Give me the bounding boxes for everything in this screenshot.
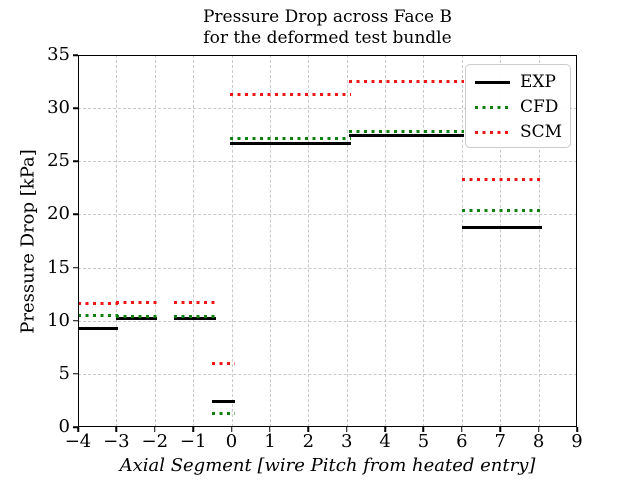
y-axis-tick	[73, 373, 78, 375]
x-tick-label: 2	[302, 431, 315, 452]
cfd-segment-line	[229, 137, 351, 141]
y-tick-label: 30	[47, 97, 70, 119]
x-axis-tick	[422, 427, 425, 432]
vertical-gridline	[423, 55, 425, 427]
x-tick-label: −3	[103, 431, 130, 452]
x-tick-label: −2	[141, 431, 169, 452]
horizontal-gridline	[78, 267, 577, 269]
vertical-gridline	[538, 55, 540, 427]
x-axis-tick	[499, 427, 501, 432]
x-tick-label: 3	[340, 431, 353, 452]
vertical-gridline	[385, 55, 387, 427]
exp-segment-line	[461, 225, 543, 229]
cfd-segment-line	[78, 313, 119, 317]
cfd-segment-line	[116, 314, 157, 318]
scm-segment-line	[116, 301, 157, 305]
exp-segment-line	[348, 134, 464, 138]
exp-segment-line	[229, 141, 351, 145]
x-tick-label: 6	[456, 431, 468, 452]
y-tick-label: 20	[47, 203, 70, 225]
x-axis-tick	[384, 427, 386, 432]
vertical-gridline	[193, 55, 195, 427]
vertical-gridline	[231, 55, 233, 427]
y-axis-tick	[73, 213, 78, 216]
x-tick-label: 4	[379, 431, 391, 452]
x-axis-tick	[537, 427, 540, 432]
x-axis-tick	[269, 427, 271, 432]
y-tick-label: 0	[58, 416, 70, 437]
x-tick-label: 0	[225, 431, 238, 452]
scm-segment-line	[229, 92, 351, 96]
legend: EXP CFD SCM	[465, 64, 571, 148]
legend-entry-cfd: CFD	[475, 95, 570, 120]
legend-entry-exp: EXP	[475, 70, 570, 95]
x-tick-label: −1	[179, 431, 207, 452]
x-tick-label: 1	[264, 431, 276, 452]
scm-segment-line	[212, 361, 236, 365]
horizontal-gridline	[78, 108, 577, 110]
y-tick-label: 35	[47, 44, 70, 65]
x-axis-tick	[154, 427, 156, 432]
horizontal-gridline	[78, 373, 577, 375]
y-axis-tick	[73, 319, 78, 322]
legend-label-scm: SCM	[520, 122, 563, 142]
x-tick-label: −4	[64, 431, 92, 452]
x-axis-tick	[345, 427, 348, 432]
vertical-gridline	[116, 55, 118, 427]
vertical-gridline	[500, 55, 502, 427]
y-axis-tick	[73, 54, 78, 56]
y-axis-tick	[73, 107, 78, 109]
x-axis-tick	[576, 427, 578, 432]
x-tick-label: 9	[571, 431, 583, 452]
chart-title-line2: for the deformed test bundle	[203, 28, 452, 48]
y-tick-label: 25	[47, 150, 70, 172]
x-axis-tick	[115, 427, 118, 432]
scm-line-sample-icon	[475, 131, 510, 134]
horizontal-gridline	[78, 320, 577, 322]
vertical-gridline	[346, 55, 348, 427]
chart-title-line1: Pressure Drop across Face B	[202, 7, 452, 27]
exp-line-sample-icon	[475, 81, 510, 84]
exp-segment-line	[212, 399, 236, 403]
x-axis-tick	[307, 427, 310, 432]
horizontal-gridline	[78, 214, 577, 216]
cfd-segment-line	[212, 411, 236, 415]
cfd-line-sample-icon	[475, 106, 510, 109]
cfd-segment-line	[461, 208, 543, 212]
y-axis-tick	[73, 426, 78, 428]
exp-segment-line	[173, 317, 217, 321]
x-axis-tick	[77, 427, 79, 432]
exp-segment-line	[78, 326, 119, 330]
scm-segment-line	[78, 302, 119, 306]
y-tick-label: 10	[47, 309, 70, 331]
y-tick-label: 15	[47, 256, 70, 278]
x-tick-label: 5	[417, 431, 430, 452]
vertical-gridline	[308, 55, 310, 427]
scm-segment-line	[173, 301, 217, 305]
x-tick-label: 8	[532, 431, 545, 452]
y-tick-label: 5	[58, 362, 70, 384]
x-axis-tick	[230, 427, 233, 432]
x-tick-label: 7	[494, 431, 506, 452]
cfd-segment-line	[173, 314, 217, 318]
exp-segment-line	[116, 317, 157, 321]
chart-title: Pressure Drop across Face B for the defo…	[78, 7, 577, 49]
y-axis-tick	[73, 160, 78, 163]
y-axis-tick	[73, 266, 78, 269]
scm-segment-line	[348, 80, 464, 84]
horizontal-gridline	[78, 161, 577, 163]
x-axis-label: Axial Segment [wire Pitch from heated en…	[119, 455, 536, 476]
vertical-gridline	[461, 55, 463, 427]
vertical-gridline	[269, 55, 271, 427]
vertical-gridline	[154, 55, 156, 427]
x-axis-tick	[192, 427, 194, 432]
x-axis-tick	[461, 427, 463, 432]
cfd-segment-line	[348, 130, 464, 134]
legend-entry-scm: SCM	[475, 120, 570, 145]
scm-segment-line	[461, 177, 543, 181]
legend-label-exp: EXP	[520, 72, 556, 92]
legend-label-cfd: CFD	[520, 97, 559, 117]
